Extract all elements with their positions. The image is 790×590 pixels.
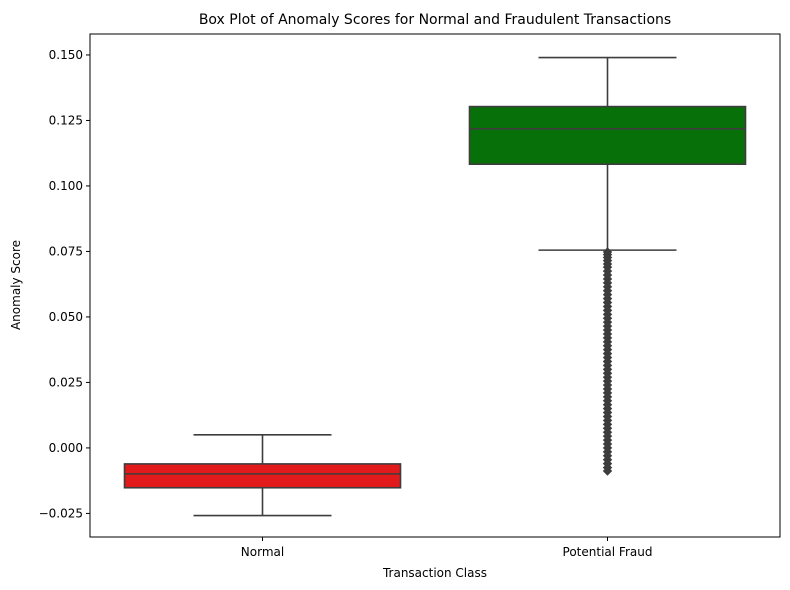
y-tick-label: 0.150 (49, 48, 83, 62)
box-group (123, 434, 402, 517)
x-tick-label: Potential Fraud (563, 545, 653, 559)
y-axis: −0.025 0.000 0.025 0.050 0.075 0.100 0.125 0.15… (39, 48, 90, 520)
box-iqr (468, 105, 747, 166)
box-group (468, 56, 747, 476)
y-tick-label: −0.025 (39, 506, 83, 520)
y-tick-label: 0.075 (49, 244, 83, 258)
y-tick-label: 0.100 (49, 179, 83, 193)
y-tick-label: 0.125 (49, 113, 83, 127)
outlier-point (602, 466, 613, 476)
x-tick-label: Normal (241, 545, 284, 559)
x-axis-label: Transaction Class (382, 566, 487, 580)
y-axis-label: Anomaly Score (9, 240, 23, 330)
plot-frame (89, 33, 781, 538)
box-iqr (123, 463, 402, 489)
y-tick-label: 0.050 (49, 310, 83, 324)
chart-title: Box Plot of Anomaly Scores for Normal an… (199, 12, 671, 28)
y-tick-label: 0.025 (49, 375, 83, 389)
x-axis: Normal Potential Fraud (241, 537, 653, 559)
plot-area (123, 56, 747, 517)
y-tick-label: 0.000 (49, 441, 83, 455)
